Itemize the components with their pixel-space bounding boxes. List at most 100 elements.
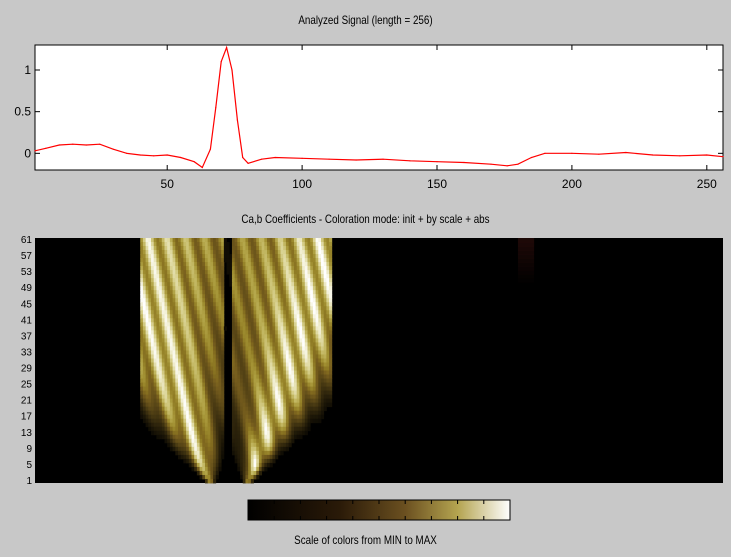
heatmap-cell bbox=[245, 246, 249, 251]
heatmap-cell bbox=[156, 374, 160, 379]
heatmap-cell bbox=[248, 310, 252, 315]
heatmap-cell bbox=[261, 370, 265, 375]
heatmap-cell bbox=[231, 422, 236, 428]
heatmap-cell bbox=[188, 362, 192, 367]
heatmap-cell bbox=[169, 422, 173, 428]
heatmap-cell bbox=[291, 318, 295, 323]
heatmap-cell bbox=[188, 326, 192, 331]
heatmap-cell bbox=[256, 406, 260, 412]
heatmap-cell bbox=[315, 258, 319, 263]
colorbar bbox=[247, 499, 511, 521]
heatmap-cell bbox=[280, 414, 284, 420]
y-tick-label: 29 bbox=[21, 364, 33, 375]
heatmap-cell bbox=[264, 326, 268, 331]
heatmap-cell bbox=[329, 294, 333, 299]
heatmap-cell bbox=[312, 414, 316, 420]
heatmap-cell bbox=[221, 330, 225, 335]
heatmap-cell bbox=[294, 386, 298, 392]
heatmap-cell bbox=[177, 238, 182, 243]
heatmap-cell bbox=[242, 446, 246, 452]
heatmap-cell bbox=[204, 254, 209, 259]
heatmap-cell bbox=[159, 266, 163, 271]
heatmap-cell bbox=[312, 258, 316, 263]
heatmap-cell bbox=[261, 246, 265, 251]
signal-point bbox=[625, 151, 627, 154]
heatmap-cell bbox=[175, 274, 179, 279]
heatmap-cell bbox=[207, 322, 211, 327]
heatmap-cell bbox=[250, 418, 254, 424]
heatmap-cell bbox=[267, 370, 271, 375]
heatmap-cell bbox=[191, 330, 195, 335]
heatmap-cell bbox=[312, 330, 316, 335]
heatmap-cell bbox=[183, 350, 187, 355]
heatmap-cell bbox=[204, 470, 209, 476]
heatmap-cell bbox=[250, 238, 254, 243]
heatmap-cell bbox=[329, 270, 333, 275]
heatmap-cell bbox=[285, 302, 290, 307]
heatmap-cell bbox=[194, 310, 198, 315]
heatmap-cell bbox=[272, 386, 276, 392]
heatmap-cell bbox=[207, 306, 211, 311]
heatmap-cell bbox=[156, 426, 160, 432]
heatmap-cell bbox=[267, 402, 271, 408]
heatmap-cell bbox=[221, 278, 225, 283]
heatmap-cell bbox=[234, 394, 238, 400]
heatmap-cell bbox=[218, 302, 222, 307]
heatmap-cell bbox=[221, 430, 225, 436]
heatmap-cell bbox=[202, 430, 206, 436]
heatmap-cell bbox=[248, 338, 252, 343]
heatmap-cell bbox=[234, 458, 238, 464]
heatmap-cell bbox=[294, 366, 298, 371]
heatmap-cell bbox=[296, 302, 300, 307]
heatmap-cell bbox=[323, 270, 327, 275]
heatmap-cell bbox=[261, 298, 265, 303]
heatmap-cell bbox=[142, 258, 147, 263]
heatmap-cell bbox=[194, 286, 198, 291]
heatmap-cell bbox=[196, 438, 200, 444]
heatmap-cell bbox=[320, 330, 325, 335]
heatmap-cell bbox=[240, 326, 244, 331]
heatmap-cell bbox=[261, 302, 265, 307]
heatmap-cell bbox=[261, 402, 265, 408]
heatmap-cell bbox=[210, 302, 214, 307]
heatmap-cell bbox=[329, 350, 333, 355]
heatmap-cell bbox=[207, 450, 211, 456]
heatmap-cell bbox=[256, 242, 260, 247]
heatmap-cell bbox=[318, 314, 322, 319]
heatmap-cell bbox=[204, 270, 209, 275]
heatmap-cell bbox=[320, 326, 325, 331]
heatmap-cell bbox=[153, 258, 157, 263]
heatmap-cell bbox=[169, 438, 173, 444]
heatmap-cell bbox=[253, 322, 257, 327]
heatmap-cell bbox=[207, 414, 211, 420]
heatmap-cell bbox=[261, 334, 265, 339]
heatmap-cell bbox=[194, 334, 198, 339]
heatmap-cell bbox=[323, 246, 327, 251]
heatmap-cell bbox=[315, 406, 319, 412]
heatmap-cell bbox=[175, 410, 179, 416]
heatmap-cell bbox=[210, 418, 214, 424]
heatmap-cell bbox=[269, 386, 273, 392]
heatmap-cell bbox=[250, 458, 254, 464]
heatmap-cell bbox=[202, 262, 206, 267]
heatmap-cell bbox=[299, 310, 303, 315]
heatmap-cell bbox=[245, 310, 249, 315]
heatmap-cell bbox=[264, 458, 268, 464]
heatmap-cell bbox=[213, 378, 217, 383]
heatmap-cell bbox=[299, 286, 303, 291]
heatmap-cell bbox=[177, 450, 182, 456]
heatmap-cell bbox=[145, 286, 149, 291]
heatmap-cell bbox=[302, 390, 306, 396]
heatmap-cell bbox=[151, 398, 155, 404]
heatmap-cell bbox=[304, 238, 308, 243]
heatmap-cell bbox=[318, 330, 322, 335]
heatmap-cell bbox=[304, 306, 308, 311]
heatmap-cell bbox=[258, 266, 263, 271]
heatmap-cell bbox=[204, 346, 209, 351]
heatmap-cell bbox=[304, 250, 308, 255]
heatmap-cell bbox=[240, 454, 244, 460]
heatmap-cell bbox=[188, 254, 192, 259]
heatmap-cell bbox=[240, 250, 244, 255]
heatmap-cell bbox=[294, 358, 298, 363]
heatmap-cell bbox=[318, 362, 322, 367]
